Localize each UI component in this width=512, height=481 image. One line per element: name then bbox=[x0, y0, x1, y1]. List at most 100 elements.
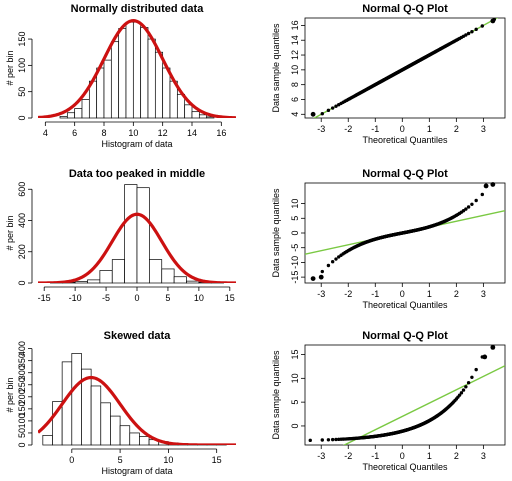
qq-point bbox=[493, 323, 496, 326]
x-tick-label: -1 bbox=[371, 124, 379, 134]
histogram-bar bbox=[74, 108, 83, 119]
chart-panel-5: Skewed data 0 5 10 15 Histogram of data 0 50100… bbox=[5, 330, 236, 476]
x-tick-label: 16 bbox=[216, 128, 226, 138]
y-tick-label: 0 bbox=[17, 280, 27, 285]
histogram-bar bbox=[71, 353, 82, 446]
x-tick-label: 15 bbox=[225, 293, 235, 303]
x-tick-label: -2 bbox=[344, 451, 352, 461]
x-tick-label: 5 bbox=[165, 293, 170, 303]
x-tick-label: 3 bbox=[481, 124, 486, 134]
histogram-bar bbox=[81, 99, 90, 119]
histogram-bar bbox=[206, 116, 215, 119]
qq-point bbox=[457, 393, 462, 397]
qq-point bbox=[493, 178, 496, 181]
histogram-bar bbox=[99, 270, 113, 284]
qq-point bbox=[461, 388, 466, 392]
x-axis-label: Theoretical Quantiles bbox=[362, 300, 448, 310]
y-tick-label: 5 bbox=[290, 400, 300, 405]
x-tick-label: 0 bbox=[69, 455, 74, 465]
y-tick-label: 50 bbox=[17, 428, 27, 438]
histogram-bar bbox=[66, 112, 76, 119]
histogram-bar bbox=[186, 280, 200, 284]
qq-point bbox=[309, 284, 312, 287]
qq-point bbox=[326, 438, 331, 442]
qq-reference-line bbox=[342, 365, 505, 445]
histogram-bar bbox=[90, 385, 102, 446]
y-tick-label: 8 bbox=[290, 82, 300, 87]
qq-point bbox=[330, 106, 335, 110]
normal-curve bbox=[38, 19, 236, 118]
chart-panel-3: Data too peaked in middle -15 -10 -5 0 5 10 15 0… bbox=[5, 168, 236, 303]
qq-point bbox=[466, 31, 471, 36]
qq-point bbox=[470, 29, 474, 34]
x-tick-label: -1 bbox=[371, 289, 379, 299]
x-tick-label: 6 bbox=[72, 128, 77, 138]
y-tick-label: 10 bbox=[290, 373, 300, 383]
qq-point bbox=[459, 391, 464, 395]
plot-frame bbox=[304, 17, 506, 119]
qq-point bbox=[470, 202, 474, 206]
x-axis-label: Histogram of data bbox=[101, 466, 172, 476]
x-tick-label: -5 bbox=[102, 293, 110, 303]
histogram-bar bbox=[140, 27, 149, 119]
normal-curve bbox=[38, 212, 236, 283]
qq-point bbox=[466, 205, 471, 209]
y-tick-label: 14 bbox=[290, 35, 300, 45]
y-tick-label: 100 bbox=[17, 58, 27, 73]
y-tick-label: 100 bbox=[17, 413, 27, 428]
y-axis-label: # per bin bbox=[5, 215, 15, 250]
x-tick-label: -3 bbox=[317, 124, 325, 134]
histogram-bar bbox=[139, 436, 150, 446]
x-tick-label: -3 bbox=[317, 451, 325, 461]
y-tick-label: 150 bbox=[17, 401, 27, 416]
histogram-bar bbox=[74, 281, 88, 284]
histogram-bar bbox=[125, 21, 134, 119]
normal-curve bbox=[38, 375, 236, 445]
x-tick-label: 10 bbox=[128, 128, 138, 138]
histogram-bar bbox=[118, 28, 127, 119]
x-tick-label: 14 bbox=[187, 128, 197, 138]
histogram-bar bbox=[96, 67, 105, 119]
chart-title: Normal Q-Q Plot bbox=[362, 168, 448, 180]
qq-point bbox=[480, 192, 484, 197]
x-tick-label: -1 bbox=[371, 451, 379, 461]
qq-point bbox=[326, 108, 331, 113]
qq-point bbox=[464, 33, 468, 37]
y-tick-label: 350 bbox=[17, 353, 27, 368]
qq-extreme-point bbox=[490, 182, 496, 187]
y-tick-label: 300 bbox=[17, 365, 27, 380]
qq-point bbox=[320, 438, 324, 442]
x-tick-label: 0 bbox=[134, 293, 139, 303]
qq-point bbox=[334, 437, 338, 442]
y-tick-label: 400 bbox=[17, 213, 27, 228]
x-tick-label: 2 bbox=[454, 289, 459, 299]
y-axis-label: # per bin bbox=[5, 377, 15, 412]
plot-frame bbox=[304, 344, 506, 446]
chart-title: Skewed data bbox=[104, 330, 172, 342]
y-tick-label: 200 bbox=[17, 389, 27, 404]
y-axis-label: Data sample quantiles bbox=[271, 350, 281, 440]
qq-point bbox=[470, 375, 474, 379]
histogram-bar bbox=[149, 259, 163, 284]
histogram-bar bbox=[110, 415, 121, 446]
qq-point bbox=[466, 380, 471, 385]
y-tick-label: 50 bbox=[17, 87, 27, 97]
histogram-bar bbox=[184, 104, 193, 119]
histogram-bar bbox=[173, 276, 187, 284]
x-tick-label: 5 bbox=[118, 455, 123, 465]
qq-extreme-point bbox=[310, 276, 316, 281]
y-tick-label: -15 bbox=[290, 271, 300, 284]
x-tick-label: 10 bbox=[163, 455, 173, 465]
y-axis-label: Data sample quantiles bbox=[271, 188, 281, 278]
x-tick-label: 1 bbox=[427, 289, 432, 299]
x-tick-label: 8 bbox=[101, 128, 106, 138]
x-tick-label: 0 bbox=[400, 451, 405, 461]
qq-point bbox=[480, 24, 484, 28]
qq-point bbox=[461, 209, 466, 213]
histogram-bar bbox=[124, 184, 138, 284]
y-tick-label: 10 bbox=[290, 65, 300, 75]
y-axis-label: Data sample quantiles bbox=[271, 23, 281, 113]
x-axis-label: Theoretical Quantiles bbox=[362, 135, 448, 145]
x-tick-label: 0 bbox=[400, 124, 405, 134]
